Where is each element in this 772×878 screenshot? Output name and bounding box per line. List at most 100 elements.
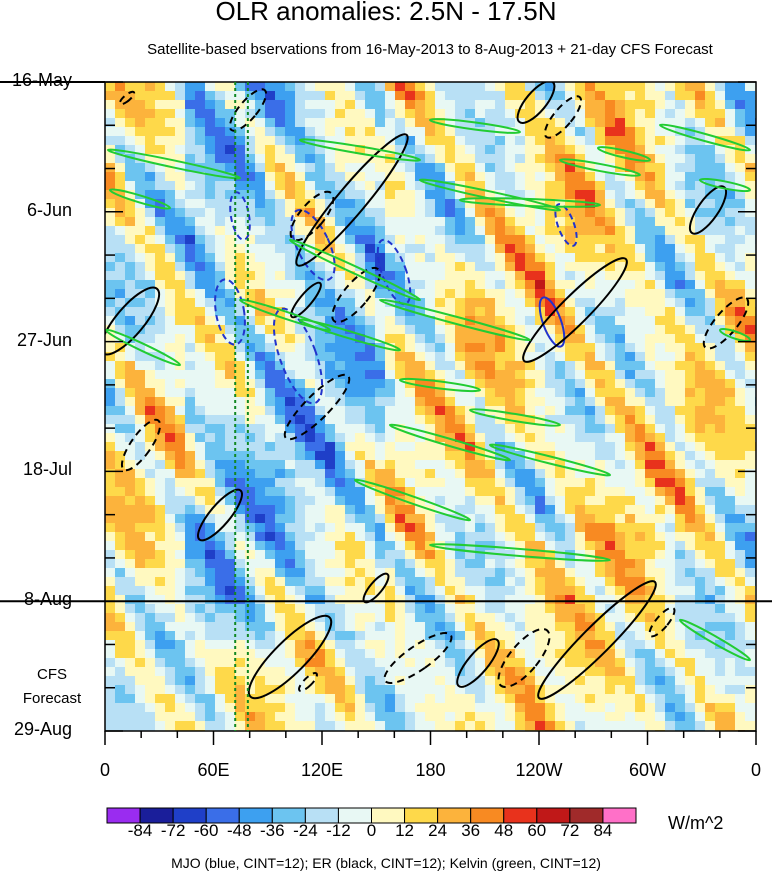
field-cell [485, 442, 496, 452]
field-cell [675, 334, 686, 344]
field-cell [455, 127, 466, 137]
field-cell [625, 271, 636, 281]
field-cell [725, 703, 736, 713]
field-cell [595, 433, 606, 443]
field-cell [565, 370, 576, 380]
field-cell [745, 181, 756, 191]
field-cell [235, 244, 246, 254]
field-cell [175, 631, 186, 641]
field-cell [185, 577, 196, 587]
field-cell [515, 154, 526, 164]
field-cell [415, 496, 426, 506]
field-cell [125, 586, 136, 596]
field-cell [745, 694, 756, 704]
field-cell [295, 154, 306, 164]
field-cell [155, 316, 166, 326]
field-cell [665, 496, 676, 506]
field-cell [375, 298, 386, 308]
field-cell [465, 550, 476, 560]
field-cell [415, 622, 426, 632]
field-cell [485, 388, 496, 398]
field-cell [605, 406, 616, 416]
field-cell [335, 82, 346, 92]
field-cell [365, 424, 376, 434]
field-cell [405, 640, 416, 650]
field-cell [535, 622, 546, 632]
field-cell [355, 703, 366, 713]
field-cell [315, 523, 326, 533]
field-cell [655, 280, 666, 290]
field-cell [325, 478, 336, 488]
field-cell [685, 712, 696, 722]
field-cell [565, 280, 576, 290]
field-cell [735, 478, 746, 488]
field-cell [115, 577, 126, 587]
field-cell [115, 172, 126, 182]
field-cell [385, 181, 396, 191]
field-cell [195, 127, 206, 137]
field-cell [215, 604, 226, 614]
field-cell [745, 406, 756, 416]
field-cell [645, 190, 656, 200]
field-cell [205, 649, 216, 659]
field-cell [295, 586, 306, 596]
field-cell [375, 631, 386, 641]
field-cell [515, 658, 526, 668]
field-cell [715, 622, 726, 632]
field-cell [325, 316, 336, 326]
field-cell [295, 100, 306, 110]
field-cell [575, 397, 586, 407]
field-cell [505, 622, 516, 632]
field-cell [725, 721, 736, 731]
field-cell [125, 316, 136, 326]
field-cell [595, 505, 606, 515]
field-cell [275, 334, 286, 344]
field-cell [235, 280, 246, 290]
field-cell [155, 154, 166, 164]
field-cell [395, 361, 406, 371]
field-cell [385, 208, 396, 218]
field-cell [245, 199, 256, 209]
field-cell [635, 568, 646, 578]
field-cell [715, 190, 726, 200]
field-cell [575, 379, 586, 389]
field-cell [665, 136, 676, 146]
field-cell [365, 559, 376, 569]
field-cell [475, 388, 486, 398]
field-cell [255, 388, 266, 398]
field-cell [655, 703, 666, 713]
field-cell [265, 595, 276, 605]
field-cell [665, 352, 676, 362]
field-cell [575, 199, 586, 209]
field-cell [275, 127, 286, 137]
field-cell [685, 595, 696, 605]
field-cell [355, 343, 366, 353]
field-cell [595, 361, 606, 371]
field-cell [485, 82, 496, 92]
field-cell [515, 361, 526, 371]
field-cell [625, 505, 636, 515]
field-cell [155, 640, 166, 650]
field-cell [575, 640, 586, 650]
field-cell [475, 127, 486, 137]
field-cell [435, 424, 446, 434]
field-cell [505, 712, 516, 722]
field-cell [715, 235, 726, 245]
field-cell [575, 298, 586, 308]
field-cell [565, 91, 576, 101]
field-cell [155, 631, 166, 641]
field-cell [735, 226, 746, 236]
field-cell [275, 226, 286, 236]
field-cell [715, 595, 726, 605]
field-cell [175, 568, 186, 578]
field-cell [265, 721, 276, 731]
field-cell [415, 136, 426, 146]
field-cell [345, 442, 356, 452]
field-cell [215, 505, 226, 515]
field-cell [395, 541, 406, 551]
field-cell [155, 406, 166, 416]
field-cell [525, 127, 536, 137]
x-tick-label: 0 [99, 760, 110, 780]
field-cell [405, 703, 416, 713]
field-cell [455, 136, 466, 146]
